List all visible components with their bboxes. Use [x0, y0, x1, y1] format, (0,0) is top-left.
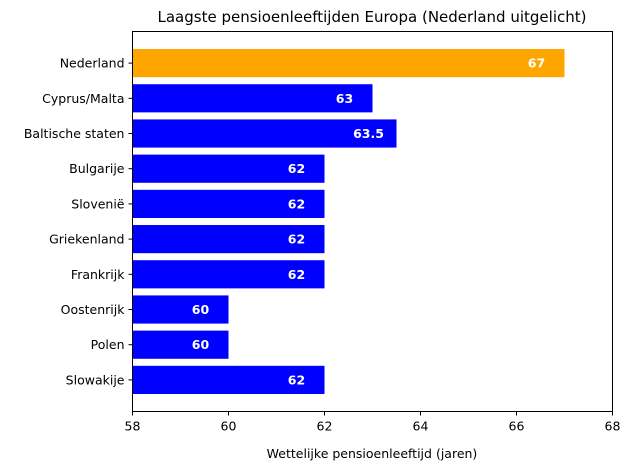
x-ticks: 58 60 62 64 66 68 [125, 411, 621, 434]
y-tick-label-8: Polen [91, 337, 125, 352]
x-tick-label-2: 62 [317, 419, 333, 434]
bar-value-label-7: 60 [192, 302, 210, 317]
bar-4 [132, 189, 325, 218]
bar-value-label-8: 60 [192, 337, 210, 352]
x-tick-label-1: 60 [221, 419, 237, 434]
bar-value-label-1: 63 [336, 91, 353, 106]
x-tick-label-3: 64 [413, 419, 429, 434]
bar-value-label-6: 62 [288, 267, 305, 282]
bar-6 [132, 260, 325, 289]
x-axis-label: Wettelijke pensioenleeftijd (jaren) [267, 446, 478, 461]
bar-value-label-3: 62 [288, 161, 305, 176]
y-tick-labels: Nederland Cyprus/Malta Baltische staten Bul… [24, 56, 133, 387]
y-tick-label-4: Slovenië [71, 196, 125, 211]
bar-0 [132, 49, 565, 78]
x-tick-label-5: 68 [605, 419, 621, 434]
chart-title: Laagste pensioenleeftijden Europa (Neder… [158, 8, 587, 26]
bar-value-label-5: 62 [288, 232, 305, 247]
bar-value-label-4: 62 [288, 196, 305, 211]
y-tick-label-0: Nederland [60, 56, 125, 71]
y-tick-label-6: Frankrijk [71, 267, 125, 282]
x-tick-label-0: 58 [125, 419, 141, 434]
bar-2 [132, 119, 397, 148]
bar-9 [132, 365, 325, 394]
y-tick-label-3: Bulgarije [69, 161, 125, 176]
bar-1 [132, 84, 373, 113]
bar-value-label-9: 62 [288, 372, 305, 387]
bar-value-label-2: 63.5 [353, 126, 384, 141]
bar-7 [132, 295, 229, 324]
bar-8 [132, 330, 229, 359]
bar-3 [132, 154, 325, 183]
bars-group: 67 63 63.5 62 62 62 62 60 60 62 [132, 49, 565, 394]
y-tick-label-1: Cyprus/Malta [42, 91, 124, 106]
x-tick-label-4: 66 [509, 419, 525, 434]
bar-5 [132, 225, 325, 254]
y-tick-label-2: Baltische staten [24, 126, 125, 141]
y-tick-label-5: Griekenland [49, 232, 124, 247]
bar-value-label-0: 67 [528, 56, 545, 71]
y-tick-label-7: Oostenrijk [61, 302, 126, 317]
y-tick-label-9: Slowakije [66, 372, 125, 387]
plot-frame [132, 31, 613, 412]
